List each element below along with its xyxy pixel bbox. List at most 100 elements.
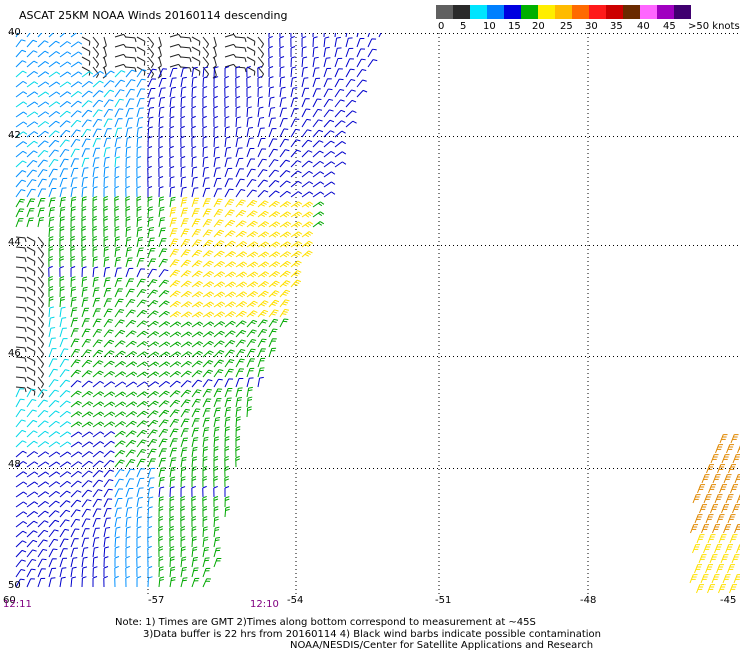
- wind-barb: [225, 76, 229, 87]
- wind-barb: [335, 162, 346, 167]
- wind-barb: [192, 116, 196, 127]
- wind-barb: [225, 456, 229, 467]
- wind-barb: [335, 100, 345, 107]
- wind-barb: [115, 278, 122, 287]
- wind-barb: [269, 271, 280, 277]
- wind-barb: [71, 432, 82, 437]
- wind-barb: [302, 222, 313, 227]
- wind-barb: [93, 490, 102, 497]
- wind-barb: [225, 44, 236, 47]
- wind-barb: [721, 555, 729, 563]
- wind-barb: [16, 521, 27, 527]
- wind-barb: [93, 298, 100, 307]
- wind-barb: [93, 288, 99, 297]
- wind-barb: [93, 47, 99, 58]
- wind-barb: [38, 377, 44, 388]
- wind-barb: [170, 197, 176, 207]
- wind-barb: [49, 121, 60, 127]
- wind-barb: [236, 311, 247, 317]
- wind-barb: [148, 497, 153, 507]
- wind-barb: [137, 258, 144, 267]
- wind-barb: [269, 149, 278, 157]
- wind-barb: [335, 79, 344, 87]
- wind-barb: [203, 188, 210, 197]
- wind-barb: [126, 57, 136, 62]
- wind-barb: [27, 71, 38, 77]
- wind-barb: [346, 59, 354, 67]
- wind-barb: [16, 451, 27, 457]
- wind-barb: [38, 122, 49, 127]
- wind-barb: [324, 182, 335, 187]
- wind-barb: [170, 187, 175, 197]
- wind-barb: [192, 371, 202, 377]
- note-line-2: 3)Data buffer is 22 hrs from 20160114 4)…: [143, 629, 601, 640]
- wind-barb: [236, 210, 246, 217]
- wind-barb: [104, 257, 109, 267]
- wind-barb: [225, 262, 236, 267]
- wind-barb: [269, 129, 276, 137]
- wind-barb: [214, 537, 220, 547]
- wind-barb: [335, 48, 342, 57]
- wind-barb: [170, 400, 180, 407]
- wind-barb: [27, 112, 38, 117]
- wind-barb: [137, 196, 141, 207]
- wind-barb: [280, 300, 289, 307]
- wind-barb: [159, 249, 167, 257]
- wind-barb: [93, 470, 103, 477]
- wind-barb: [115, 196, 119, 207]
- wind-barb: [159, 187, 163, 197]
- wind-barb: [104, 330, 114, 337]
- wind-barb: [335, 37, 341, 47]
- legend-label-10: 10: [483, 21, 496, 32]
- wind-barb: [93, 37, 99, 48]
- wind-barb: [82, 246, 86, 257]
- wind-barb: [93, 216, 97, 227]
- wind-barb: [126, 498, 133, 507]
- wind-barb: [126, 128, 132, 137]
- wind-barb: [236, 252, 247, 257]
- wind-barb: [115, 320, 125, 327]
- wind-barb: [181, 361, 192, 367]
- wind-barb: [313, 161, 324, 167]
- wind-barb: [60, 529, 69, 537]
- wind-barb: [225, 189, 234, 197]
- wind-barb: [214, 96, 218, 107]
- wind-barb: [71, 33, 82, 37]
- wind-barb: [71, 111, 81, 117]
- wind-barb: [71, 308, 77, 317]
- wind-barb: [49, 246, 53, 257]
- wind-barb: [280, 181, 290, 187]
- wind-barb: [700, 505, 708, 513]
- wind-barb: [93, 329, 102, 337]
- wind-barb: [16, 267, 26, 272]
- wind-barb: [16, 287, 26, 292]
- wind-barb: [60, 520, 69, 527]
- wind-barb: [126, 118, 133, 127]
- wind-barb: [192, 390, 201, 397]
- wind-barb: [104, 576, 108, 587]
- wind-barb: [258, 128, 265, 137]
- wind-barb: [71, 370, 81, 377]
- wind-barb: [49, 462, 60, 467]
- wind-barb: [280, 290, 290, 297]
- wind-barb: [291, 98, 298, 107]
- wind-barb: [126, 89, 135, 97]
- wind-barb: [38, 217, 44, 227]
- wind-barb: [137, 411, 148, 417]
- wind-barb: [236, 117, 241, 127]
- wind-barb: [137, 507, 142, 517]
- wind-barb: [115, 54, 126, 57]
- legend-swatch: [640, 5, 657, 19]
- wind-barb: [159, 458, 166, 467]
- wind-barb: [93, 371, 104, 377]
- wind-barb: [214, 427, 219, 437]
- wind-barb: [192, 106, 196, 117]
- wind-barb: [335, 131, 346, 137]
- legend-label-40: 40: [637, 21, 650, 32]
- wind-barb: [16, 570, 25, 577]
- wind-barb: [715, 545, 723, 553]
- wind-barb: [49, 198, 56, 207]
- wind-barb: [16, 387, 26, 392]
- wind-barb: [82, 207, 86, 217]
- wind-barb: [49, 92, 60, 97]
